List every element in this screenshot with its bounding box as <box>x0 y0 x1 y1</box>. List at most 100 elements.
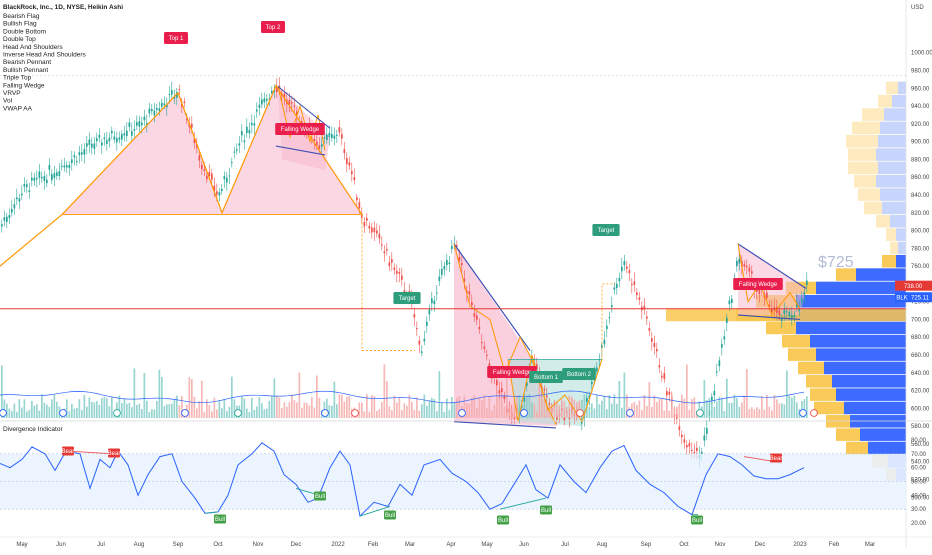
bull-tag-label: Bull <box>541 508 551 514</box>
pattern-tag <box>487 366 537 378</box>
volume-bar <box>56 401 58 418</box>
volume-bar <box>341 394 343 418</box>
volume-bar <box>703 379 706 418</box>
candle-body <box>498 390 501 394</box>
volume-bar <box>96 401 98 418</box>
volume-bar <box>683 398 686 418</box>
candle-body <box>153 110 156 116</box>
volume-bar <box>458 396 461 418</box>
pattern-tag-label: Falling Wedge <box>739 282 778 288</box>
volume-bar <box>381 402 383 418</box>
candle-body <box>51 174 53 181</box>
candle-body <box>126 130 128 137</box>
volume-bar <box>528 394 531 418</box>
volume-bar <box>676 406 678 418</box>
volume-bar <box>663 410 666 418</box>
volume-bar <box>253 409 256 418</box>
volume-bar <box>511 408 513 418</box>
candle-body <box>248 129 251 134</box>
vrvp-down-bar <box>846 134 878 148</box>
candle-body <box>668 391 671 395</box>
candle-body <box>268 98 271 100</box>
candle-body <box>191 123 193 128</box>
candle-body <box>246 126 248 133</box>
volume-bar <box>126 403 128 418</box>
vrvp-down-bar <box>848 161 878 175</box>
volume-bar <box>118 395 121 418</box>
volume-bar <box>301 407 303 418</box>
vrvp-up-bar <box>884 108 906 121</box>
volume-bar <box>793 395 796 418</box>
vrvp-up-bar <box>824 361 906 375</box>
candle-body <box>173 96 176 99</box>
volume-bar <box>268 400 271 418</box>
bear-tag <box>770 453 782 463</box>
volume-bar <box>781 403 783 418</box>
candle-body <box>373 227 376 233</box>
volume-bar <box>666 401 668 418</box>
candle-body <box>146 123 148 125</box>
candle-body <box>758 288 761 295</box>
event-marker <box>458 409 466 417</box>
legend-item: Vol <box>3 98 13 105</box>
vrvp-down-bar <box>852 121 880 135</box>
volume-bar <box>571 396 573 418</box>
volume-bar <box>131 407 133 418</box>
vrvp-down-bar <box>862 108 884 121</box>
volume-bar <box>318 397 321 418</box>
volume-bar <box>411 401 413 418</box>
volume-bar <box>598 404 601 418</box>
candle-body <box>681 434 683 438</box>
candle-body <box>666 391 668 396</box>
volume-bar <box>228 406 231 418</box>
double-bottom-line <box>507 354 603 423</box>
bull-tag <box>540 505 552 515</box>
volume-bar <box>91 401 93 418</box>
volume-bar <box>316 375 318 418</box>
volume-bar <box>13 403 16 418</box>
volume-bar <box>653 395 656 418</box>
volume-bar <box>176 395 178 418</box>
volume-bar <box>503 406 506 418</box>
volume-bar <box>31 400 33 418</box>
candle-body <box>461 263 463 266</box>
volume-bar <box>778 403 781 418</box>
volume-bar <box>11 411 13 418</box>
volume-bar <box>276 396 278 418</box>
candle-body <box>728 300 731 305</box>
candle-body <box>751 271 753 274</box>
volume-bar <box>291 394 293 418</box>
candle-body <box>108 137 111 142</box>
candle-body <box>226 177 228 183</box>
price-tick: 860.00 <box>911 175 930 181</box>
candle-body <box>718 360 721 367</box>
vrvp-up-bar <box>896 228 906 241</box>
volume-bar <box>516 395 518 418</box>
candle-body <box>316 141 318 146</box>
candle-body <box>181 104 183 107</box>
candle-body <box>168 94 171 96</box>
candle-body <box>156 107 158 110</box>
watermark-price: $725 <box>818 254 854 271</box>
volume-bar <box>791 397 793 418</box>
volume-bar <box>496 394 498 418</box>
volume-bar <box>463 395 466 418</box>
volume-bar <box>671 394 673 418</box>
bull-tag <box>314 491 326 501</box>
volume-bar <box>438 371 441 418</box>
double-top-fill-1 <box>62 92 222 215</box>
candle-body <box>223 176 226 180</box>
volume-bar <box>601 400 603 418</box>
volume-bar <box>483 394 486 418</box>
time-tick: Nov <box>715 542 726 548</box>
pattern-tag <box>529 371 563 383</box>
volume-bar <box>491 411 493 418</box>
price-tick: 940.00 <box>911 104 930 110</box>
volume-bar <box>123 398 126 418</box>
candle-body <box>16 197 18 200</box>
price-tick: 960.00 <box>911 86 930 92</box>
indicator-tick: 70.00 <box>911 452 927 458</box>
volume-bar <box>191 379 193 418</box>
candle-body <box>243 140 246 143</box>
candle-body <box>416 328 418 330</box>
